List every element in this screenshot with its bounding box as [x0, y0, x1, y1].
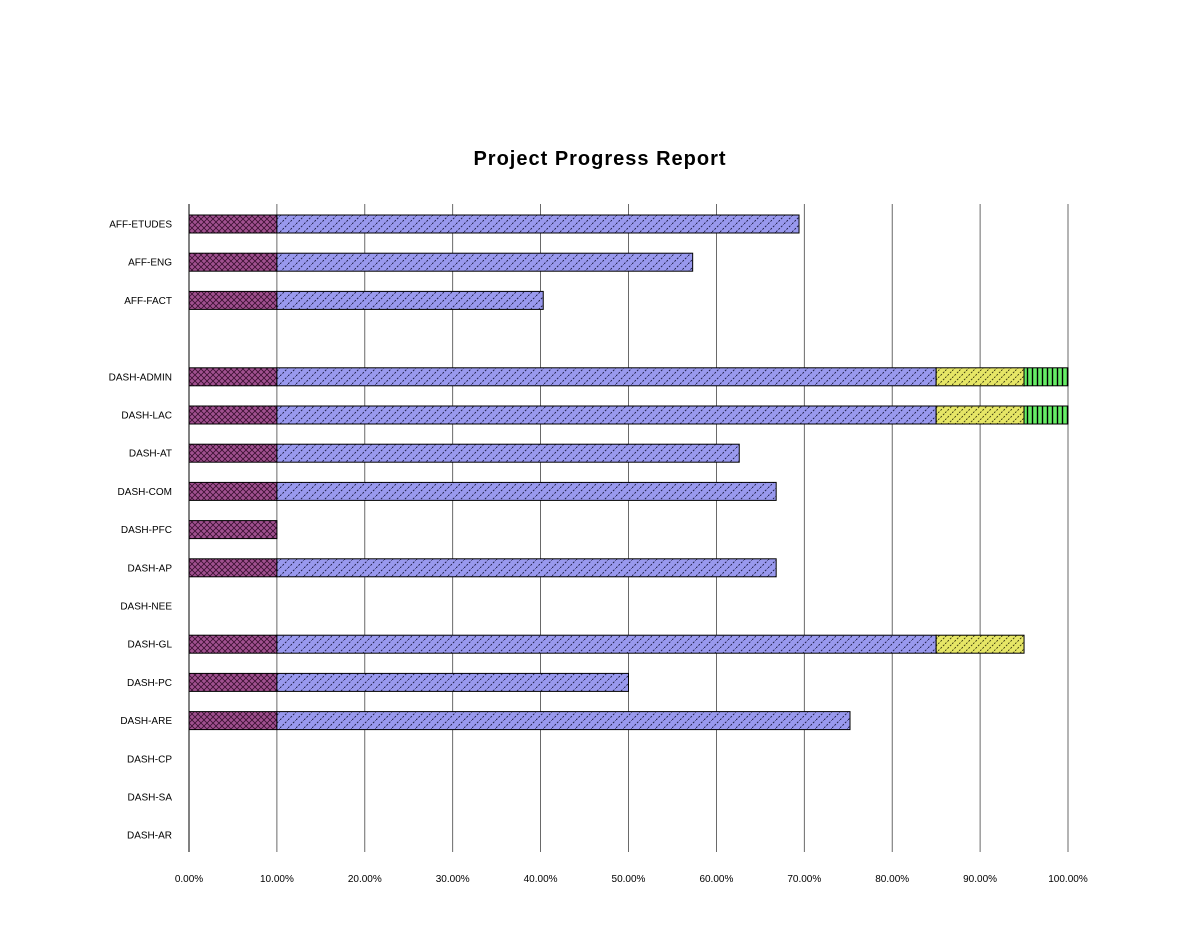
category-label: DASH-AP — [128, 563, 173, 574]
category-label: DASH-AR — [127, 831, 172, 842]
x-tick-label: 60.00% — [699, 874, 733, 885]
bar-segment — [276, 405, 937, 425]
x-tick-label: 0.00% — [175, 874, 203, 885]
category-label: DASH-GL — [128, 640, 173, 651]
x-tick-label: 20.00% — [348, 874, 382, 885]
category-label: DASH-SA — [128, 793, 173, 804]
bar-segment — [188, 214, 278, 234]
bar-segment — [276, 711, 851, 731]
bar-segment — [935, 634, 1025, 654]
bar-segment — [188, 558, 278, 578]
bar-segment — [188, 252, 278, 272]
category-label: DASH-NEE — [120, 602, 172, 613]
bar-segment — [1023, 405, 1069, 425]
bar-segment — [935, 405, 1025, 425]
bar-segment — [276, 214, 800, 234]
bar-segment — [276, 634, 937, 654]
category-label: DASH-PFC — [121, 525, 172, 536]
bar-segment — [188, 481, 278, 501]
bar-segment — [935, 367, 1025, 387]
x-tick-label: 100.00% — [1048, 874, 1088, 885]
bar-segment — [188, 520, 278, 540]
category-label: DASH-AT — [129, 449, 172, 460]
bar-segment — [188, 634, 278, 654]
x-tick-label: 90.00% — [963, 874, 997, 885]
x-tick-label: 30.00% — [436, 874, 470, 885]
category-label: AFF-ETUDES — [109, 220, 172, 231]
bar-segment — [276, 558, 777, 578]
bar-segment — [188, 290, 278, 310]
x-tick-label: 80.00% — [875, 874, 909, 885]
category-label: AFF-ENG — [128, 258, 172, 269]
x-tick-label: 50.00% — [612, 874, 646, 885]
bar-segment — [276, 481, 777, 501]
category-label: AFF-FACT — [124, 296, 172, 307]
x-tick-label: 70.00% — [787, 874, 821, 885]
bar-segment — [188, 672, 278, 692]
bar-segment — [188, 367, 278, 387]
labels-layer: 0.00% 10.00% 20.00% 30.00% 40.00% 50.00% 60.00… — [109, 220, 1088, 886]
bar-segment — [276, 367, 937, 387]
category-label: DASH-LAC — [121, 411, 172, 422]
bar-segment — [276, 672, 629, 692]
bars-layer — [188, 214, 1069, 731]
category-label: DASH-ARE — [120, 716, 172, 727]
category-label: DASH-COM — [118, 487, 172, 498]
category-label: DASH-PC — [127, 678, 172, 689]
bar-segment — [188, 711, 278, 731]
category-label: DASH-ADMIN — [109, 372, 172, 383]
bar-segment — [1023, 367, 1069, 387]
bar-segment — [188, 443, 278, 463]
bar-segment — [276, 252, 694, 272]
category-label: DASH-CP — [127, 754, 172, 765]
chart-title: Project Progress Report — [473, 148, 727, 170]
bar-segment — [276, 290, 544, 310]
bar-segment — [188, 405, 278, 425]
x-tick-label: 40.00% — [524, 874, 558, 885]
bar-segment — [276, 443, 740, 463]
x-tick-label: 10.00% — [260, 874, 294, 885]
